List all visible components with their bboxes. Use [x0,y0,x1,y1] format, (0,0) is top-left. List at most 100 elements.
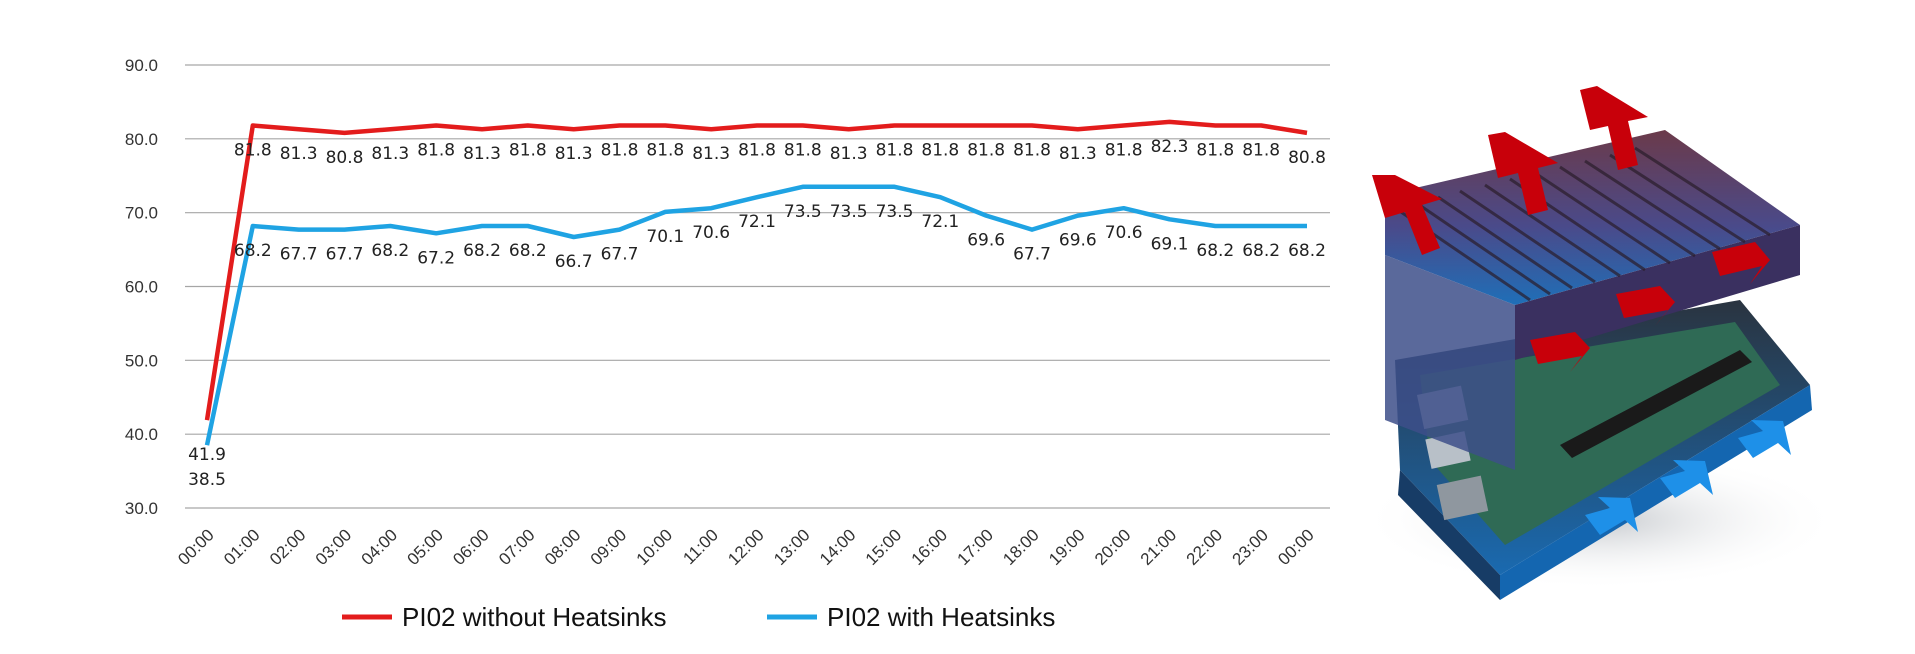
x-tick-label: 20:00 [1091,525,1135,569]
data-label: 66.7 [555,252,593,272]
gridlines [185,64,1330,509]
x-tick-label: 17:00 [953,525,997,569]
data-label: 68.2 [371,241,409,261]
data-label: 81.3 [555,144,593,164]
data-label: 81.8 [1013,141,1051,161]
data-label: 69.1 [1151,234,1189,254]
data-label: 81.8 [1196,141,1234,161]
data-label: 70.1 [646,227,684,247]
gpio-header [1560,350,1752,458]
data-label: 68.2 [234,241,272,261]
x-tick-label: 05:00 [403,525,447,569]
data-label: 68.2 [509,241,547,261]
legend: PI02 without Heatsinks PI02 with Heatsin… [342,602,1055,632]
data-label: 73.5 [876,202,914,222]
data-label: 80.8 [1288,148,1326,168]
x-tick-label: 13:00 [770,525,814,569]
data-label: 81.8 [1105,141,1143,161]
y-tick-label: 30.0 [125,499,158,518]
ethernet-port [1436,475,1489,521]
data-label: 38.5 [188,470,226,490]
x-tick-label: 12:00 [724,525,768,569]
data-label: 81.3 [692,144,730,164]
x-tick-label: 01:00 [220,525,264,569]
data-label: 81.8 [509,141,547,161]
hot-air-arrows [1372,86,1770,372]
data-label: 70.6 [692,223,730,243]
x-tick-label: 06:00 [449,525,493,569]
x-tick-label: 15:00 [862,525,906,569]
x-tick-label: 04:00 [358,525,402,569]
x-tick-label: 19:00 [1045,525,1089,569]
x-tick-label: 03:00 [312,525,356,569]
x-tick-label: 21:00 [1137,525,1181,569]
x-tick-label: 22:00 [1183,525,1227,569]
data-label: 67.7 [280,245,318,265]
x-tick-label: 02:00 [266,525,310,569]
data-label: 81.3 [463,144,501,164]
cool-air-arrow-icon [1585,497,1638,535]
y-tick-label: 80.0 [125,130,158,149]
hot-air-arrow-icon [1712,242,1770,284]
data-label: 68.2 [1196,241,1234,261]
legend-item-with: PI02 with Heatsinks [767,602,1055,632]
cool-air-arrow-icon [1660,460,1713,498]
data-label: 73.5 [830,202,868,222]
data-label: 81.8 [417,141,455,161]
data-label: 68.2 [463,241,501,261]
legend-item-without: PI02 without Heatsinks [342,602,666,632]
data-label: 81.8 [876,141,914,161]
cool-air-arrows [1585,420,1791,535]
data-label: 81.3 [371,144,409,164]
legend-label-without: PI02 without Heatsinks [402,602,666,632]
data-label: 68.2 [1288,241,1326,261]
y-axis-ticks: 30.0 40.0 50.0 60.0 70.0 80.0 90.0 [125,56,158,518]
x-tick-label: 11:00 [679,525,722,568]
y-tick-label: 40.0 [125,425,158,444]
series-lines [204,119,1308,446]
data-label: 72.1 [921,212,959,232]
data-label: 82.3 [1151,137,1189,157]
data-label: 69.6 [967,231,1005,251]
data-label: 67.7 [326,245,364,265]
x-tick-label: 23:00 [1228,525,1272,569]
hot-air-arrow-icon [1530,332,1590,372]
data-label: 67.7 [1013,245,1051,265]
x-tick-label: 18:00 [999,525,1043,569]
hot-air-arrow-icon [1616,286,1675,326]
data-label: 81.8 [601,141,639,161]
x-tick-label: 00:00 [1274,525,1318,569]
y-tick-label: 70.0 [125,204,158,223]
data-label: 81.8 [921,141,959,161]
legend-label-with: PI02 with Heatsinks [827,602,1055,632]
data-label: 68.2 [1242,241,1280,261]
data-label: 67.2 [417,248,455,268]
data-label: 80.8 [326,148,364,168]
hot-air-arrow-icon [1580,86,1648,170]
data-label: 81.8 [967,141,1005,161]
data-label: 73.5 [784,202,822,222]
data-label: 41.9 [188,445,226,465]
x-tick-label: 10:00 [633,525,677,569]
series-line-with [204,184,1307,446]
x-tick-label: 07:00 [495,525,539,569]
data-label: 81.8 [234,141,272,161]
data-label: 81.8 [646,141,684,161]
cool-air-arrow-icon [1738,420,1791,458]
data-label: 81.3 [830,144,868,164]
data-labels: 41.9 81.8 81.3 80.8 81.3 81.8 81.3 81.8 81.3 81.8… [188,137,1326,490]
series-line-without [204,119,1308,421]
heatsink-case-illustration [1360,86,1840,600]
data-label: 81.3 [1059,144,1097,164]
x-tick-label: 08:00 [541,525,585,569]
data-label: 72.1 [738,212,776,232]
x-tick-label: 16:00 [908,525,952,569]
data-label: 70.6 [1105,223,1143,243]
x-axis-ticks: 00:00 01:00 02:00 03:00 04:00 05:00 06:00 07:00… [174,525,1318,569]
hot-air-arrow-icon [1372,175,1442,255]
data-label: 81.8 [784,141,822,161]
x-tick-label: 09:00 [587,525,631,569]
y-tick-label: 50.0 [125,351,158,370]
data-label: 81.3 [280,144,318,164]
